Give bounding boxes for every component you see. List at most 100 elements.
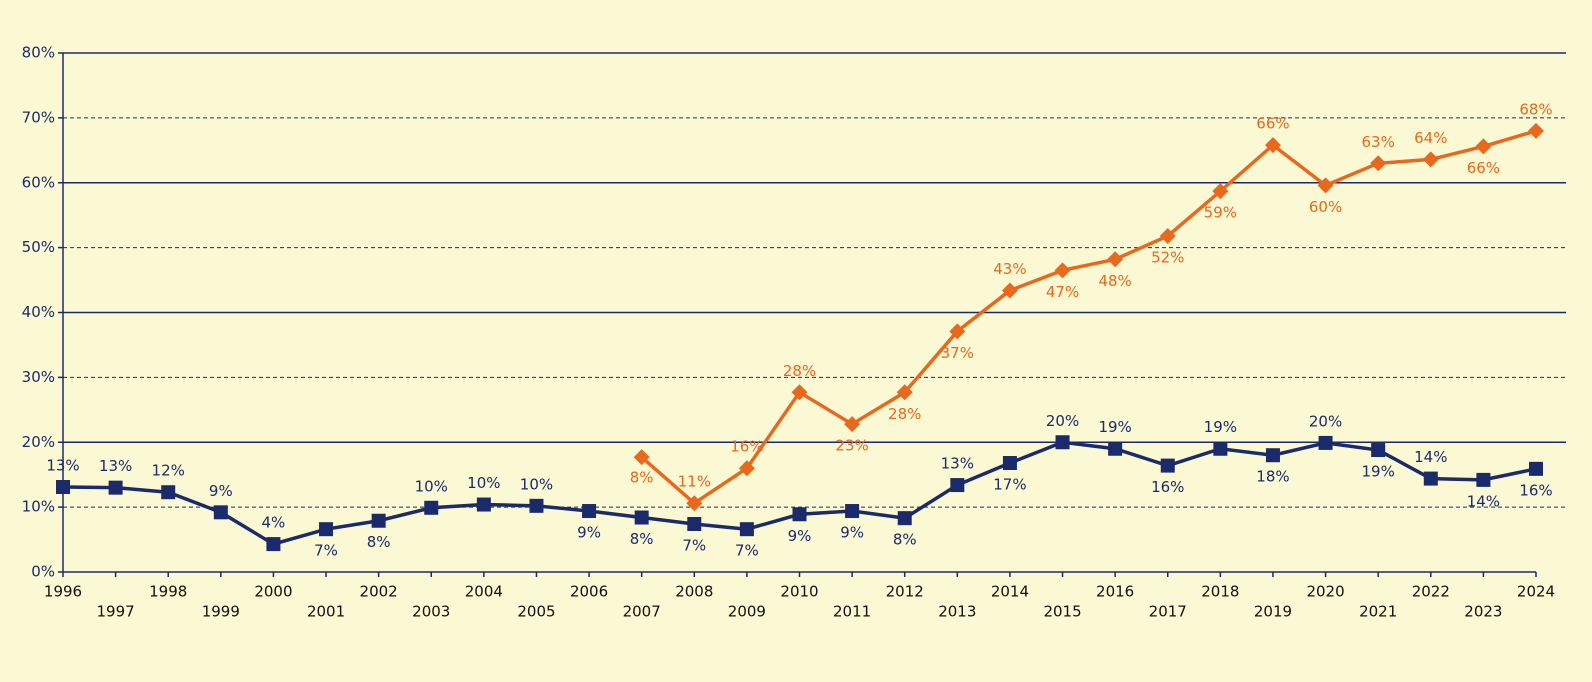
x-tick-label: 2020: [1306, 583, 1344, 601]
x-tick-label: 2022: [1412, 583, 1450, 601]
data-label: 8%: [367, 533, 391, 551]
y-tick-label: 80%: [22, 44, 55, 62]
data-label: 9%: [209, 482, 233, 500]
data-label: 8%: [630, 530, 654, 548]
x-tick-label: 2004: [465, 583, 503, 601]
marker: [56, 480, 70, 495]
data-label: 8%: [893, 531, 917, 549]
data-label: 14%: [1467, 492, 1500, 510]
marker: [896, 384, 913, 401]
data-label: 10%: [520, 475, 553, 493]
x-tick-label: 2021: [1359, 603, 1397, 621]
x-tick-label: 2005: [517, 603, 555, 621]
data-label: 28%: [783, 362, 816, 380]
x-tick-label: 1999: [202, 603, 240, 621]
data-label: 66%: [1256, 115, 1289, 133]
marker: [950, 478, 965, 493]
marker: [424, 500, 439, 515]
data-label: 47%: [1046, 283, 1079, 301]
data-label: 12%: [152, 462, 185, 480]
data-label: 19%: [1362, 463, 1395, 481]
y-tick-label: 50%: [22, 238, 55, 256]
marker: [1107, 251, 1124, 268]
y-tick-label: 60%: [22, 173, 55, 191]
data-label: 16%: [1151, 478, 1184, 496]
data-label: 10%: [415, 477, 448, 495]
data-label: 52%: [1151, 248, 1184, 266]
x-tick-label: 2014: [991, 583, 1029, 601]
marker: [476, 497, 491, 512]
marker: [1422, 151, 1439, 168]
marker: [738, 460, 755, 477]
y-tick-label: 10%: [22, 498, 55, 516]
marker: [1159, 227, 1176, 244]
data-label: 19%: [1204, 418, 1237, 436]
data-label: 9%: [840, 524, 864, 542]
data-label: 7%: [682, 536, 706, 554]
data-label: 59%: [1204, 204, 1237, 222]
marker: [634, 510, 649, 525]
marker: [686, 495, 703, 512]
marker: [582, 504, 597, 519]
marker: [371, 513, 386, 528]
data-label: 14%: [1414, 448, 1447, 466]
marker: [739, 522, 754, 537]
marker: [1529, 461, 1543, 476]
data-label: 16%: [1519, 481, 1552, 499]
x-tick-label: 2011: [833, 603, 871, 621]
x-tick-label: 2023: [1464, 603, 1502, 621]
data-label: 63%: [1362, 133, 1395, 151]
data-label: 68%: [1519, 100, 1552, 118]
marker: [1264, 137, 1281, 154]
data-label: 37%: [941, 344, 974, 362]
marker: [529, 498, 544, 513]
marker: [1160, 458, 1175, 473]
y-tick-label: 70%: [22, 108, 55, 126]
data-label: 9%: [577, 524, 601, 542]
marker: [1054, 262, 1071, 279]
x-tick-label: 2010: [780, 583, 818, 601]
x-tick-label: 2009: [728, 603, 766, 621]
x-tick-label: 1998: [149, 583, 187, 601]
x-tick-label: 2006: [570, 583, 608, 601]
marker: [1423, 471, 1438, 486]
marker: [161, 485, 176, 500]
data-label: 43%: [993, 260, 1026, 278]
data-label: 11%: [678, 473, 711, 491]
x-tick-label: 2000: [254, 583, 292, 601]
data-label: 13%: [941, 455, 974, 473]
x-tick-label: 2017: [1149, 603, 1187, 621]
marker: [687, 516, 702, 531]
x-tick-label: 2018: [1201, 583, 1239, 601]
marker: [1371, 443, 1386, 458]
marker: [1370, 155, 1387, 172]
data-label: 7%: [735, 542, 759, 560]
annotation: 8%: [630, 469, 654, 487]
marker: [949, 323, 966, 340]
x-tick-label: 2008: [675, 583, 713, 601]
marker: [1212, 183, 1229, 200]
marker: [791, 384, 808, 401]
data-label: 64%: [1414, 129, 1447, 147]
marker: [792, 507, 807, 522]
x-tick-label: 2012: [886, 583, 924, 601]
data-label: 20%: [1046, 412, 1079, 430]
data-label: 60%: [1309, 198, 1342, 216]
data-label: 16%: [730, 438, 763, 456]
data-label: 13%: [46, 457, 79, 475]
data-label: 48%: [1098, 272, 1131, 290]
marker: [1002, 456, 1017, 471]
x-tick-label: 2024: [1517, 583, 1555, 601]
y-tick-label: 40%: [22, 303, 55, 321]
y-tick-label: 20%: [22, 433, 55, 451]
x-tick-label: 2003: [412, 603, 450, 621]
x-tick-label: 1996: [44, 583, 82, 601]
x-tick-label: 2001: [307, 603, 345, 621]
marker: [266, 537, 281, 552]
marker: [1001, 282, 1018, 299]
y-tick-label: 0%: [31, 563, 55, 581]
data-label: 18%: [1256, 468, 1289, 486]
marker: [845, 504, 860, 519]
x-tick-label: 2007: [623, 603, 661, 621]
